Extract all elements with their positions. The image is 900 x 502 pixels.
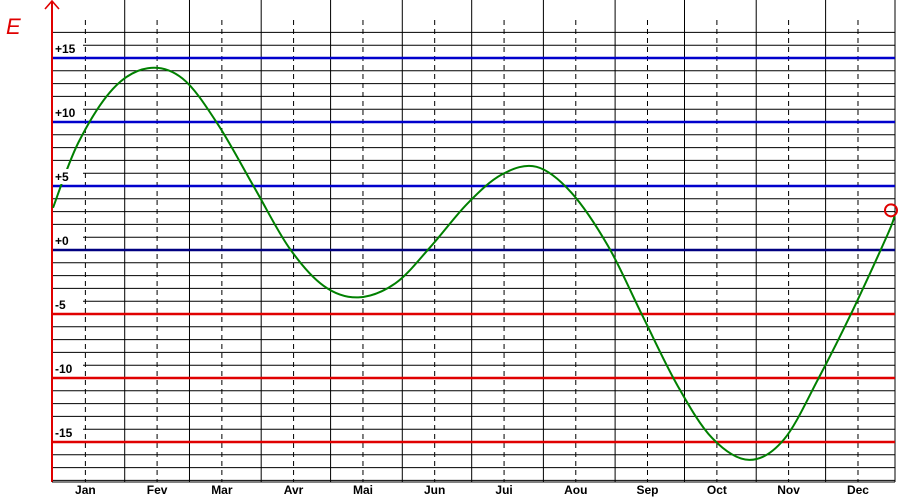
month-label: Jan xyxy=(75,483,96,497)
y-label-bg xyxy=(53,297,83,312)
y-label-bg xyxy=(53,169,83,184)
y-axis-label: E xyxy=(6,14,21,39)
week-grid xyxy=(84,20,859,482)
y-label-bg xyxy=(53,233,83,248)
y-tick-label: -10 xyxy=(55,362,73,376)
month-label: Mar xyxy=(211,483,233,497)
major-gridlines xyxy=(52,56,895,444)
current-day-marker xyxy=(884,203,898,218)
y-label-bg xyxy=(53,361,83,376)
series-line xyxy=(52,66,896,461)
y-tick-label: +5 xyxy=(55,170,69,184)
y-tick-label: -15 xyxy=(55,426,73,440)
y-tick-labels: +15 +10 +5 +0 -5 -10 -15 xyxy=(53,41,83,440)
month-label: Jui xyxy=(495,483,512,497)
y-axis-arrow xyxy=(44,0,60,10)
month-grid xyxy=(124,0,896,482)
minor-grid xyxy=(52,31,895,481)
month-label: Oct xyxy=(707,483,727,497)
month-label: Avr xyxy=(284,483,304,497)
month-label: Nov xyxy=(777,483,800,497)
y-tick-label: +10 xyxy=(55,106,76,120)
y-tick-label: -5 xyxy=(55,298,66,312)
series-layer xyxy=(52,66,898,461)
month-label: Dec xyxy=(847,483,869,497)
month-label: Mai xyxy=(353,483,373,497)
y-label-bg xyxy=(53,425,83,440)
y-tick-label: +15 xyxy=(55,42,76,56)
month-labels: Jan Fev Mar Avr Mai Jun Jui Aou Sep Oct Nov Dec xyxy=(75,483,869,497)
y-axis xyxy=(44,0,895,483)
month-label: Sep xyxy=(636,483,658,497)
y-tick-label: +0 xyxy=(55,234,69,248)
y-label-bg xyxy=(53,41,83,56)
month-label: Aou xyxy=(564,483,587,497)
month-label: Fev xyxy=(147,483,168,497)
y-label-bg xyxy=(53,105,83,120)
month-label: Jun xyxy=(424,483,445,497)
